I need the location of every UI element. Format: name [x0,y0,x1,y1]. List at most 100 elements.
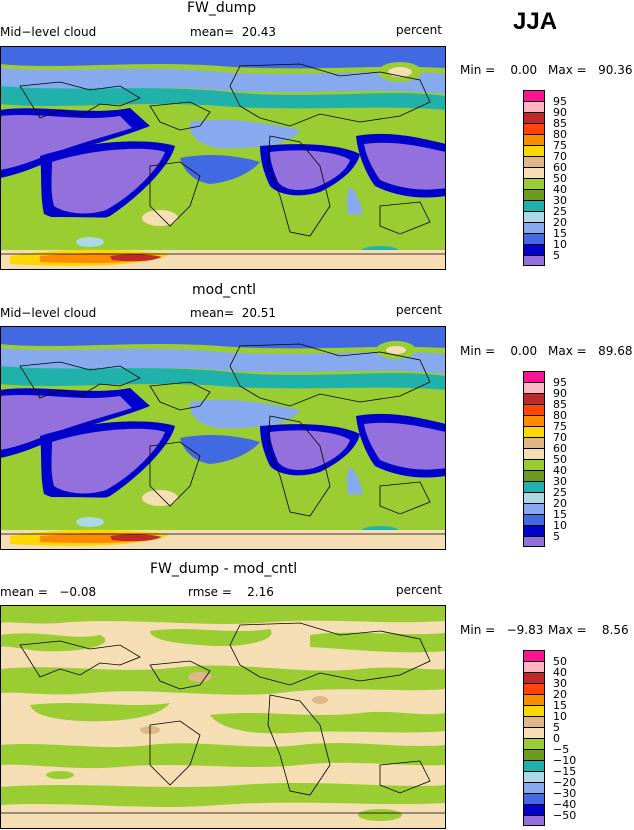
panel3-mean: mean = −0.08 [0,585,97,599]
colorbar-swatch [523,536,545,547]
colorbar-swatch [523,233,545,244]
colorbar-swatch [523,404,545,415]
colorbar-swatch [523,793,545,804]
colorbar-tick-label: 40 [553,666,567,679]
colorbar-frame [523,371,545,547]
colorbar-tick-label: 20 [553,688,567,701]
colorbar-tick-label: 95 [553,95,567,108]
colorbar-swatch [523,738,545,749]
colorbar-swatch [523,650,545,661]
panel2-field-label: Mid−level cloud [0,306,97,320]
colorbar-tick-label: 20 [553,216,567,229]
panel3-map [0,605,446,829]
colorbar-tick-label: 40 [553,183,567,196]
colorbar-tick-label: 75 [553,420,567,433]
colorbar-swatch [523,661,545,672]
colorbar-tick-label: −15 [553,765,577,778]
colorbar-tick-label: 40 [553,464,567,477]
colorbar-tick-label: 70 [553,431,567,444]
colorbar-swatch [523,448,545,459]
colorbar-tick-label: 60 [553,161,567,174]
colorbar-frame [523,90,545,266]
panel1-title: FW_dump [187,0,257,16]
colorbar-tick-label: 30 [553,194,567,207]
season-label: JJA [513,8,558,35]
colorbar-tick-label: 0 [553,732,560,745]
colorbar-tick-label: 85 [553,398,567,411]
colorbar-tick-label: −5 [553,743,570,756]
colorbar-swatch [523,156,545,167]
panel3-min: Min = −9.83 [460,623,544,637]
colorbar-tick-label: 15 [553,227,567,240]
panel2-mean: mean= 20.51 [190,306,277,320]
colorbar-tick-label: 10 [553,710,567,723]
panel2-colorbar [523,371,545,547]
colorbar-tick-label: −50 [553,809,577,822]
colorbar-tick-label: 95 [553,376,567,389]
colorbar-swatch [523,189,545,200]
colorbar-tick-label: 10 [553,519,567,532]
colorbar-tick-label: 5 [553,721,560,734]
panel1-min: Min = 0.00 [460,63,538,77]
colorbar-swatch [523,393,545,404]
colorbar-tick-label: 90 [553,387,567,400]
colorbar-swatch [523,459,545,470]
panel1-map [0,46,446,270]
colorbar-swatch [523,782,545,793]
colorbar-swatch [523,415,545,426]
colorbar-tick-label: 80 [553,128,567,141]
colorbar-swatch [523,200,545,211]
panel3-max: Max = 8.56 [548,623,629,637]
panel1-unit: percent [396,23,442,37]
colorbar-swatch [523,437,545,448]
colorbar-swatch [523,481,545,492]
colorbar-swatch [523,244,545,255]
colorbar-swatch [523,727,545,738]
colorbar-swatch [523,123,545,134]
panel1-colorbar [523,90,545,266]
colorbar-tick-label: 80 [553,409,567,422]
panel1-field-label: Mid−level cloud [0,25,97,39]
colorbar-swatch [523,211,545,222]
colorbar-swatch [523,426,545,437]
colorbar-swatch [523,694,545,705]
colorbar-swatch [523,167,545,178]
colorbar-tick-label: 90 [553,106,567,119]
colorbar-swatch [523,382,545,393]
colorbar-tick-label: 15 [553,508,567,521]
panel2-min: Min = 0.00 [460,344,538,358]
panel3-colorbar [523,650,545,826]
colorbar-swatch [523,525,545,536]
colorbar-swatch [523,255,545,266]
colorbar-swatch [523,112,545,123]
colorbar-swatch [523,371,545,382]
colorbar-tick-label: 20 [553,497,567,510]
colorbar-tick-label: −10 [553,754,577,767]
colorbar-tick-label: 50 [553,655,567,668]
colorbar-tick-label: 15 [553,699,567,712]
colorbar-swatch [523,672,545,683]
colorbar-swatch [523,503,545,514]
colorbar-frame [523,650,545,826]
colorbar-tick-label: 85 [553,117,567,130]
panel2-max: Max = 89.68 [548,344,633,358]
colorbar-swatch [523,815,545,826]
colorbar-tick-label: 10 [553,238,567,251]
colorbar-swatch [523,101,545,112]
colorbar-swatch [523,771,545,782]
colorbar-tick-label: 30 [553,475,567,488]
panel3-title: FW_dump - mod_cntl [150,561,298,577]
colorbar-swatch [523,134,545,145]
colorbar-swatch [523,514,545,525]
colorbar-swatch [523,90,545,101]
colorbar-tick-label: 60 [553,442,567,455]
colorbar-tick-label: −20 [553,776,577,789]
colorbar-swatch [523,760,545,771]
colorbar-tick-label: 30 [553,677,567,690]
panel2-unit: percent [396,303,442,317]
panel2-title: mod_cntl [192,282,257,298]
colorbar-tick-label: 75 [553,139,567,152]
colorbar-swatch [523,683,545,694]
colorbar-swatch [523,178,545,189]
panel1-mean: mean= 20.43 [190,25,277,39]
